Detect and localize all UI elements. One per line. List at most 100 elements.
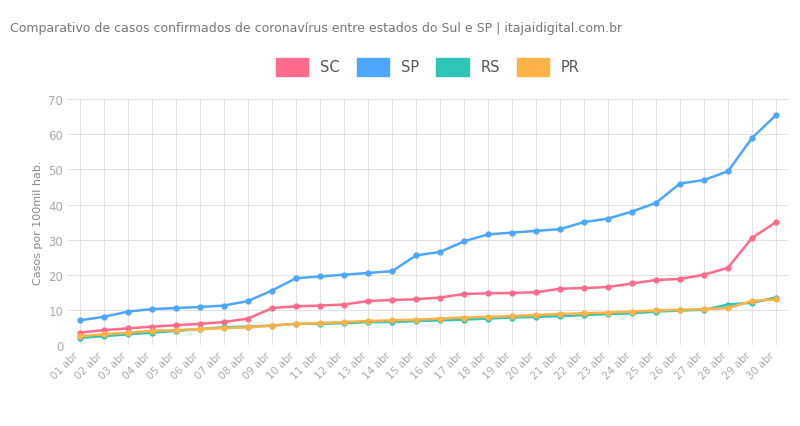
SC <box>603 285 613 290</box>
PR <box>267 323 277 328</box>
PR <box>603 310 613 315</box>
PR <box>579 311 589 316</box>
PR <box>483 314 493 320</box>
RS <box>675 308 685 314</box>
RS <box>147 330 157 335</box>
SP <box>459 239 469 245</box>
Line: SP: SP <box>78 113 778 323</box>
SC <box>555 287 565 292</box>
RS <box>267 323 277 328</box>
PR <box>555 312 565 317</box>
SC <box>99 328 109 333</box>
PR <box>723 306 733 311</box>
PR <box>747 299 757 304</box>
PR <box>291 322 301 327</box>
RS <box>531 314 541 320</box>
RS <box>651 309 661 314</box>
RS <box>315 322 325 327</box>
RS <box>579 313 589 318</box>
SC <box>195 322 205 327</box>
SP <box>291 276 301 281</box>
PR <box>315 321 325 326</box>
SC <box>123 326 133 331</box>
PR <box>675 308 685 313</box>
SP <box>723 169 733 174</box>
SP <box>555 227 565 232</box>
SC <box>363 299 373 304</box>
Legend: SC, SP, RS, PR: SC, SP, RS, PR <box>269 52 587 83</box>
SC <box>651 278 661 283</box>
SC <box>459 292 469 297</box>
SC <box>723 265 733 271</box>
SC <box>411 297 421 302</box>
SC <box>267 306 277 311</box>
PR <box>435 316 445 321</box>
SC <box>747 236 757 241</box>
RS <box>483 316 493 321</box>
PR <box>699 307 709 312</box>
SC <box>483 291 493 296</box>
SP <box>75 318 85 323</box>
SP <box>315 274 325 279</box>
RS <box>291 322 301 327</box>
PR <box>507 314 517 319</box>
SP <box>579 220 589 225</box>
SP <box>339 273 349 278</box>
RS <box>747 300 757 305</box>
SC <box>771 220 781 225</box>
PR <box>387 318 397 323</box>
SC <box>627 281 637 286</box>
SC <box>147 324 157 329</box>
RS <box>363 320 373 325</box>
RS <box>195 327 205 332</box>
RS <box>387 320 397 325</box>
SP <box>363 271 373 276</box>
SP <box>387 269 397 274</box>
SP <box>771 113 781 118</box>
RS <box>723 302 733 308</box>
PR <box>123 330 133 335</box>
PR <box>147 328 157 334</box>
SC <box>675 277 685 282</box>
SP <box>747 136 757 141</box>
PR <box>171 328 181 333</box>
SP <box>603 216 613 222</box>
RS <box>339 321 349 326</box>
SC <box>291 304 301 309</box>
RS <box>435 318 445 323</box>
PR <box>651 308 661 314</box>
SP <box>147 307 157 312</box>
PR <box>99 332 109 337</box>
SP <box>195 305 205 310</box>
RS <box>459 317 469 322</box>
SP <box>699 178 709 183</box>
RS <box>555 314 565 319</box>
SP <box>507 230 517 236</box>
PR <box>771 297 781 302</box>
Line: PR: PR <box>78 297 778 339</box>
PR <box>531 313 541 318</box>
PR <box>243 325 253 330</box>
RS <box>627 311 637 316</box>
SP <box>651 201 661 206</box>
Text: Comparativo de casos confirmados de coronavírus entre estados do Sul e SP | itaj: Comparativo de casos confirmados de coro… <box>10 22 622 35</box>
PR <box>363 319 373 324</box>
SP <box>531 229 541 234</box>
RS <box>507 315 517 320</box>
RS <box>411 319 421 324</box>
SC <box>507 291 517 296</box>
SP <box>219 303 229 308</box>
SC <box>75 330 85 335</box>
SC <box>435 295 445 300</box>
RS <box>699 308 709 313</box>
RS <box>171 328 181 334</box>
SP <box>435 250 445 255</box>
RS <box>75 336 85 341</box>
PR <box>627 309 637 314</box>
Line: SC: SC <box>78 220 778 335</box>
RS <box>771 295 781 300</box>
SP <box>627 210 637 215</box>
RS <box>243 324 253 329</box>
SP <box>171 306 181 311</box>
SP <box>267 288 277 294</box>
